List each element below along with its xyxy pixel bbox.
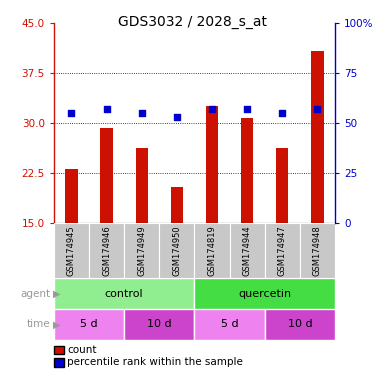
Text: 10 d: 10 d (288, 319, 312, 329)
Point (314, 106, 320, 112)
Text: GSM174947: GSM174947 (278, 225, 287, 276)
Text: GSM174950: GSM174950 (172, 225, 181, 276)
Bar (311, 51, 323, 223)
Text: GSM174948: GSM174948 (313, 225, 322, 276)
Point (244, 106, 250, 112)
Bar (300, 223, 335, 278)
Text: 5 d: 5 d (80, 319, 98, 329)
Text: percentile rank within the sample: percentile rank within the sample (67, 358, 243, 367)
Text: count: count (67, 345, 97, 355)
Bar (100, 127, 113, 223)
Text: 10 d: 10 d (147, 319, 172, 329)
Point (174, 114, 180, 120)
Text: GSM174946: GSM174946 (102, 225, 111, 276)
Point (209, 106, 215, 112)
Bar (265, 309, 335, 340)
Bar (276, 148, 288, 223)
Text: 5 d: 5 d (221, 319, 238, 329)
Bar (264, 223, 300, 278)
Bar (229, 223, 265, 278)
Bar (171, 187, 183, 223)
Bar (194, 278, 335, 309)
Text: GSM174819: GSM174819 (208, 225, 216, 276)
Bar (124, 223, 159, 278)
Bar (89, 223, 124, 278)
Text: agent: agent (20, 289, 50, 299)
Text: quercetin: quercetin (238, 289, 291, 299)
Bar (65, 169, 78, 223)
Text: ▶: ▶ (53, 289, 60, 299)
Bar (241, 118, 253, 223)
Bar (136, 148, 148, 223)
Bar (194, 309, 265, 340)
Text: GSM174944: GSM174944 (243, 225, 252, 276)
Point (69, 110, 75, 116)
Text: ▶: ▶ (53, 319, 60, 329)
Bar (54, 278, 194, 309)
Point (279, 110, 285, 116)
Bar (159, 223, 194, 278)
Bar (54, 309, 124, 340)
Point (104, 106, 110, 112)
Text: GSM174949: GSM174949 (137, 225, 146, 276)
Text: GSM174945: GSM174945 (67, 225, 76, 276)
Point (139, 110, 145, 116)
Text: control: control (105, 289, 144, 299)
Bar (194, 223, 229, 278)
Bar (206, 106, 218, 223)
Text: GDS3032 / 2028_s_at: GDS3032 / 2028_s_at (118, 15, 267, 29)
Bar (54, 223, 89, 278)
Bar (124, 309, 194, 340)
Text: time: time (27, 319, 50, 329)
